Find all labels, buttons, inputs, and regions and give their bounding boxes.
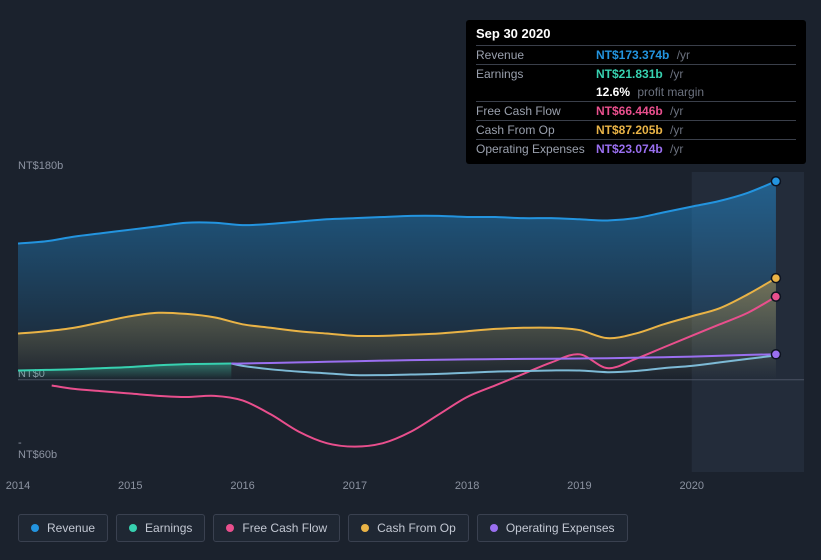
x-tick-label: 2017 <box>343 480 367 492</box>
tooltip-row: EarningsNT$21.831b /yr <box>476 64 796 83</box>
legend-dot <box>361 524 369 532</box>
line-chart <box>18 172 804 472</box>
x-tick-label: 2015 <box>118 480 142 492</box>
marker-cash_from_op <box>771 274 780 283</box>
x-tick-label: 2018 <box>455 480 479 492</box>
tooltip-row: Operating ExpensesNT$23.074b /yr <box>476 139 796 158</box>
tooltip-value: NT$173.374b /yr <box>596 48 690 62</box>
y-tick-label: NT$180b <box>18 160 21 172</box>
legend-item-free-cash-flow[interactable]: Free Cash Flow <box>213 514 340 542</box>
x-tick-label: 2014 <box>6 480 30 492</box>
tooltip-value: NT$66.446b /yr <box>596 104 683 118</box>
legend-item-earnings[interactable]: Earnings <box>116 514 205 542</box>
tooltip-row: Free Cash FlowNT$66.446b /yr <box>476 101 796 120</box>
data-tooltip: Sep 30 2020 RevenueNT$173.374b /yrEarnin… <box>466 20 806 164</box>
marker-operating_expenses <box>771 350 780 359</box>
legend-label: Earnings <box>145 521 192 535</box>
chart-plot-area <box>18 172 804 472</box>
tooltip-value: NT$21.831b /yr <box>596 67 683 81</box>
tooltip-date: Sep 30 2020 <box>476 26 796 45</box>
legend-dot <box>226 524 234 532</box>
legend-label: Revenue <box>47 521 95 535</box>
tooltip-label: Free Cash Flow <box>476 104 596 118</box>
tooltip-value: 12.6% profit margin <box>596 85 704 99</box>
tooltip-label <box>476 85 596 99</box>
marker-free_cash_flow <box>771 292 780 301</box>
tooltip-label: Earnings <box>476 67 596 81</box>
legend-item-operating-expenses[interactable]: Operating Expenses <box>477 514 628 542</box>
legend-label: Operating Expenses <box>506 521 615 535</box>
tooltip-row: 12.6% profit margin <box>476 83 796 101</box>
legend-dot <box>129 524 137 532</box>
x-tick-label: 2019 <box>567 480 591 492</box>
legend-label: Free Cash Flow <box>242 521 327 535</box>
tooltip-value: NT$23.074b /yr <box>596 142 683 156</box>
legend-dot <box>490 524 498 532</box>
tooltip-label: Revenue <box>476 48 596 62</box>
tooltip-value: NT$87.205b /yr <box>596 123 683 137</box>
legend-item-revenue[interactable]: Revenue <box>18 514 108 542</box>
legend-item-cash-from-op[interactable]: Cash From Op <box>348 514 469 542</box>
tooltip-label: Cash From Op <box>476 123 596 137</box>
tooltip-label: Operating Expenses <box>476 142 596 156</box>
tooltip-row: RevenueNT$173.374b /yr <box>476 45 796 64</box>
legend-label: Cash From Op <box>377 521 456 535</box>
tooltip-row: Cash From OpNT$87.205b /yr <box>476 120 796 139</box>
x-axis: 2014201520162017201820192020 <box>18 480 804 500</box>
x-tick-label: 2016 <box>230 480 254 492</box>
x-tick-label: 2020 <box>679 480 703 492</box>
marker-revenue <box>771 177 780 186</box>
legend-dot <box>31 524 39 532</box>
legend: Revenue Earnings Free Cash Flow Cash From O… <box>18 514 628 542</box>
